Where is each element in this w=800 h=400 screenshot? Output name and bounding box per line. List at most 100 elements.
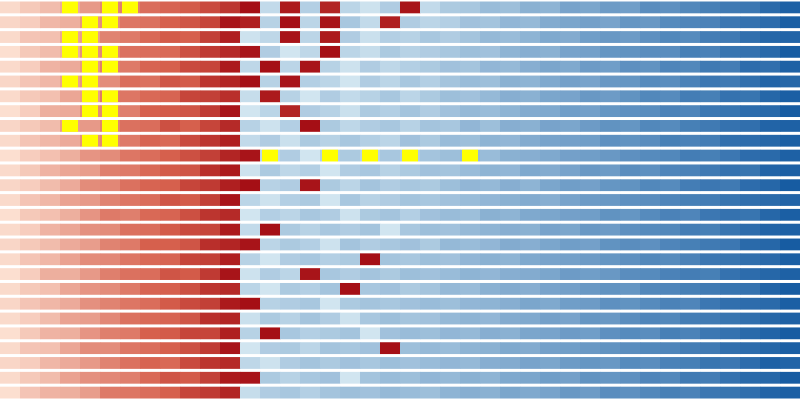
heatmap-cell <box>660 208 681 221</box>
heatmap-cell <box>500 208 521 221</box>
heatmap-cell <box>400 164 421 177</box>
heatmap-cell <box>380 120 401 132</box>
heatmap-cell <box>500 164 521 177</box>
heatmap-cell <box>320 45 341 58</box>
heatmap-cell <box>600 386 621 399</box>
heatmap-cell <box>140 149 161 162</box>
heatmap-cell <box>560 105 581 118</box>
heatmap-cell <box>280 223 301 236</box>
heatmap-cell <box>760 90 781 103</box>
heatmap-cell <box>580 282 601 295</box>
heatmap-cell <box>480 268 501 280</box>
heatmap-cell <box>420 120 441 132</box>
heatmap-cell <box>780 253 800 266</box>
heatmap-cell <box>760 45 781 58</box>
heatmap-cell <box>500 120 521 132</box>
heatmap-cell <box>740 194 761 206</box>
heatmap-cell <box>620 312 641 325</box>
heatmap-cell <box>0 164 21 177</box>
heatmap-cell <box>380 238 401 251</box>
heatmap-cell <box>420 282 441 295</box>
heatmap-cell <box>360 268 381 280</box>
heatmap-cell <box>440 282 461 295</box>
heatmap-cell <box>380 1 401 14</box>
heatmap-cell <box>240 386 261 399</box>
heatmap-cell <box>80 327 101 340</box>
heatmap-cell <box>620 282 641 295</box>
heatmap-cell <box>280 16 301 29</box>
heatmap-cell <box>700 75 721 88</box>
heatmap-cell <box>280 282 301 295</box>
heatmap-cell <box>380 60 401 73</box>
heatmap-cell <box>500 282 521 295</box>
heatmap-cell <box>600 90 621 103</box>
heatmap-cell <box>580 16 601 29</box>
heatmap-cell <box>360 327 381 340</box>
heatmap-cell <box>300 134 321 147</box>
heatmap-cell <box>380 179 401 192</box>
heatmap-cell <box>520 268 541 280</box>
heatmap-cell <box>180 312 201 325</box>
heatmap-cell <box>780 223 800 236</box>
heatmap-cell <box>140 134 161 147</box>
heatmap-cell <box>460 312 481 325</box>
heatmap-cell <box>700 60 721 73</box>
heatmap-cell <box>380 327 401 340</box>
heatmap-cell <box>420 164 441 177</box>
heatmap-cell <box>640 268 661 280</box>
heatmap-cell <box>420 16 441 29</box>
heatmap-cell <box>460 75 481 88</box>
heatmap-cell <box>640 297 661 310</box>
heatmap-cell <box>280 312 301 325</box>
heatmap-cell <box>700 371 721 384</box>
heatmap-cell <box>780 1 800 14</box>
heatmap-cell <box>20 386 41 399</box>
heatmap-cell <box>120 120 141 132</box>
heatmap-cell <box>560 253 581 266</box>
heatmap-cell <box>540 297 561 310</box>
heatmap-cell <box>220 357 241 369</box>
heatmap-cell <box>700 194 721 206</box>
heatmap-cell <box>720 105 741 118</box>
heatmap-cell <box>300 75 321 88</box>
heatmap-cell <box>780 16 800 29</box>
highlight-cell <box>102 134 118 147</box>
heatmap-cell <box>500 149 521 162</box>
heatmap-cell <box>240 327 261 340</box>
heatmap-cell <box>520 327 541 340</box>
heatmap-cell <box>140 327 161 340</box>
heatmap-cell <box>500 297 521 310</box>
heatmap-cell <box>0 120 21 132</box>
heatmap-cell <box>640 16 661 29</box>
heatmap-cell <box>500 312 521 325</box>
heatmap-cell <box>720 371 741 384</box>
heatmap-cell <box>0 208 21 221</box>
heatmap-cell <box>260 208 281 221</box>
heatmap-cell <box>560 194 581 206</box>
heatmap-cell <box>500 194 521 206</box>
heatmap-cell <box>440 179 461 192</box>
heatmap-cell <box>260 238 281 251</box>
heatmap-cell <box>680 16 701 29</box>
heatmap-cell <box>680 386 701 399</box>
heatmap-cell <box>740 16 761 29</box>
heatmap-cell <box>420 1 441 14</box>
heatmap-cell <box>380 194 401 206</box>
heatmap-cell <box>280 371 301 384</box>
heatmap-cell <box>740 45 761 58</box>
heatmap-cell <box>60 149 81 162</box>
heatmap-cell <box>500 342 521 355</box>
heatmap-cell <box>160 1 181 14</box>
heatmap-cell <box>280 164 301 177</box>
heatmap-cell <box>460 134 481 147</box>
heatmap-cell <box>160 327 181 340</box>
heatmap-cell <box>500 268 521 280</box>
heatmap-cell <box>440 194 461 206</box>
heatmap-cell <box>720 45 741 58</box>
heatmap-cell <box>240 223 261 236</box>
heatmap-cell <box>160 238 181 251</box>
heatmap-cell <box>80 164 101 177</box>
heatmap-cell <box>620 90 641 103</box>
heatmap-cell <box>540 238 561 251</box>
